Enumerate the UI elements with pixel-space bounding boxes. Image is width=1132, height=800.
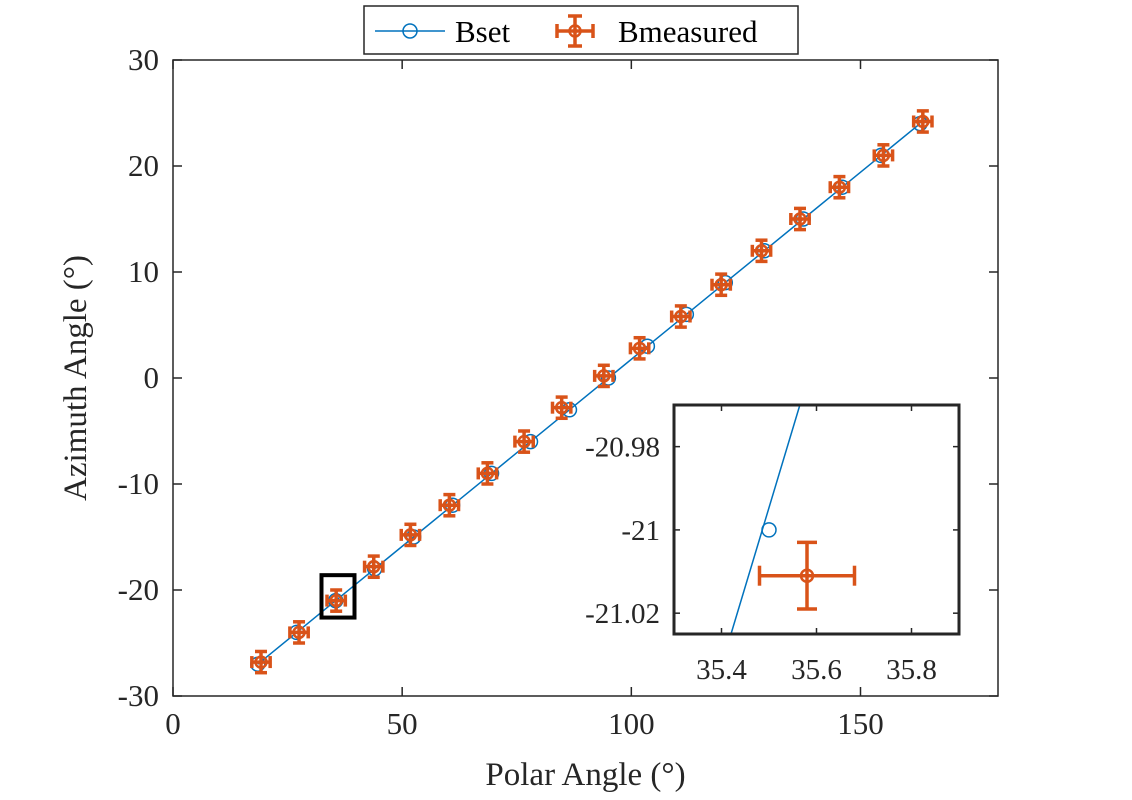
bmeasured-marker [254, 655, 268, 669]
x-tick-label: 150 [837, 706, 884, 741]
bmeasured-marker [674, 309, 688, 324]
inset-background [674, 405, 959, 634]
inset-y-tick-label: -21 [621, 515, 660, 547]
bmeasured-point [438, 492, 461, 518]
bmeasured-marker [480, 466, 495, 481]
inset-x-tick-label: 35.6 [791, 654, 842, 686]
y-axis-label: Azimuth Angle (°) [58, 255, 94, 501]
bmeasured-marker [329, 593, 343, 608]
legend-bmeasured-marker [568, 24, 582, 38]
x-tick-label: 0 [165, 706, 181, 741]
inset-bmeasured-marker [799, 568, 815, 583]
legend-bmeasured-symbol [555, 14, 595, 48]
bmeasured-point [911, 109, 934, 134]
bmeasured-marker [793, 212, 807, 226]
main-series [250, 109, 934, 675]
legend-bset-label: Bset [455, 14, 511, 49]
bmeasured-marker [832, 180, 847, 194]
bmeasured-point [550, 395, 573, 421]
bmeasured-point [750, 238, 773, 264]
zoom-highlight-box [319, 573, 357, 620]
x-axis-label: Polar Angle (°) [485, 757, 685, 793]
bmeasured-point [872, 143, 895, 168]
inset-bmeasured-point [757, 540, 857, 611]
legend-bset-marker [402, 23, 418, 39]
inset-frame [672, 403, 961, 636]
bmeasured-point [362, 554, 385, 580]
main-axis-ticks [172, 59, 998, 697]
y-tick-label: 20 [128, 148, 159, 183]
bmeasured-marker [916, 114, 930, 129]
y-tick-label: -10 [118, 466, 159, 501]
inset-x-tick-label: 35.4 [696, 654, 747, 686]
inset-bset-point [761, 522, 777, 538]
bmeasured-marker [554, 400, 569, 415]
bmeasured-marker [632, 341, 647, 356]
bmeasured-marker [714, 277, 728, 292]
y-tick-label: 30 [128, 42, 159, 77]
legend: Bset Bmeasured [363, 5, 799, 55]
inset-zoom-plot: 35.4 35.6 35.8 -21.02 -21 -20.98 [585, 403, 961, 686]
x-tick-label: 50 [387, 706, 418, 741]
y-tick-label: 0 [144, 360, 160, 395]
legend-bmeasured-label: Bmeasured [618, 14, 758, 49]
bmeasured-marker [442, 498, 457, 512]
inset-bset-line [730, 404, 801, 635]
legend-bset-symbol [375, 23, 445, 39]
bmeasured-point [325, 588, 348, 613]
inset-x-tick-label: 35.8 [886, 654, 937, 686]
inset-series [730, 404, 857, 635]
bmeasured-marker [597, 369, 611, 383]
main-tick-labels: 0 50 100 150 -30 -20 -10 0 10 20 30 [118, 42, 884, 741]
bmeasured-point [669, 304, 692, 329]
y-tick-label: -30 [118, 678, 159, 713]
bmeasured-marker [403, 528, 418, 542]
inset-tick-labels: 35.4 35.6 35.8 -21.02 -21 -20.98 [585, 432, 937, 686]
bmeasured-point [628, 335, 651, 361]
bmeasured-point [288, 620, 310, 645]
bmeasured-point [513, 429, 535, 454]
bmeasured-marker [876, 148, 891, 163]
bmeasured-point [250, 649, 272, 675]
bmeasured-point [710, 272, 733, 298]
bmeasured-point [828, 174, 851, 200]
bmeasured-point [592, 363, 615, 389]
x-tick-label: 100 [608, 706, 655, 741]
bmeasured-marker [517, 434, 531, 449]
bmeasured-marker [754, 244, 769, 258]
bmeasured-point [476, 461, 499, 486]
bmeasured-marker [367, 559, 381, 574]
inset-y-tick-label: -21.02 [585, 598, 660, 630]
bmeasured-marker [292, 625, 306, 640]
bmeasured-point [399, 522, 422, 548]
inset-y-tick-label: -20.98 [585, 432, 660, 464]
bmeasured-point [789, 206, 811, 232]
y-tick-label: -20 [118, 572, 159, 607]
y-tick-label: 10 [128, 254, 159, 289]
